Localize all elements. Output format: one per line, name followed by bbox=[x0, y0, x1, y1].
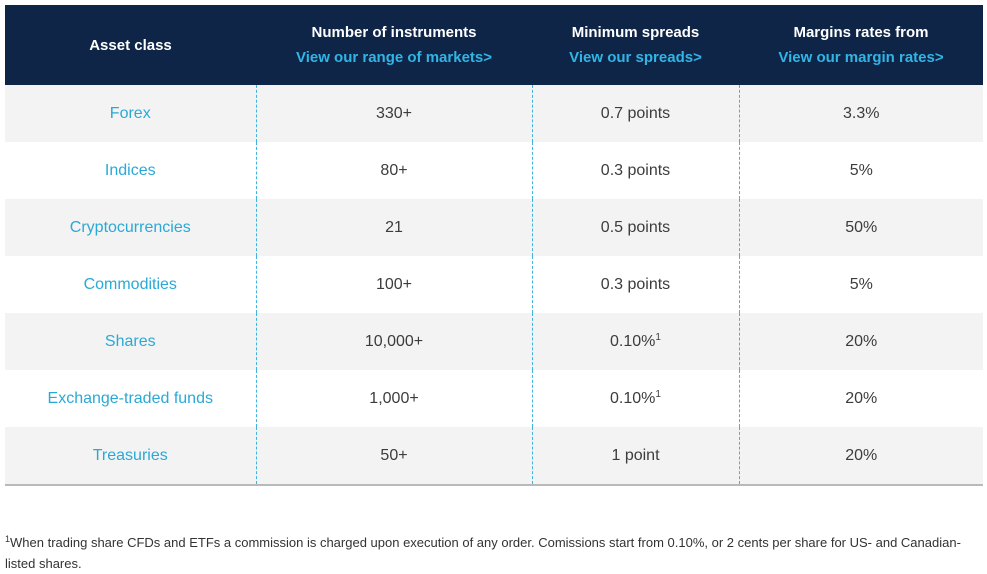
header-asset-class-title: Asset class bbox=[89, 36, 172, 54]
view-margin-rates-link[interactable]: View our margin rates> bbox=[778, 49, 944, 66]
spread-cell: 0.10%1 bbox=[531, 370, 739, 427]
table-row: Exchange-traded funds 1,000+ 0.10%1 20% bbox=[5, 370, 983, 427]
header-margins: Margins rates from View our margin rates… bbox=[739, 5, 983, 85]
margin-cell: 5% bbox=[738, 256, 983, 313]
spread-cell: 1 point bbox=[531, 427, 739, 486]
asset-link-treasuries[interactable]: Treasuries bbox=[5, 427, 256, 486]
view-markets-link[interactable]: View our range of markets> bbox=[295, 49, 493, 66]
table-row: Commodities 100+ 0.3 points 5% bbox=[5, 256, 983, 313]
table-row: Treasuries 50+ 1 point 20% bbox=[5, 427, 983, 486]
margin-cell: 50% bbox=[738, 199, 983, 256]
commission-footnote: 1When trading share CFDs and ETFs a comm… bbox=[5, 532, 965, 574]
spread-value: 0.10% bbox=[610, 389, 656, 407]
instruments-cell: 10,000+ bbox=[255, 313, 532, 370]
header-asset-class: Asset class bbox=[5, 5, 256, 85]
asset-link-cryptocurrencies[interactable]: Cryptocurrencies bbox=[5, 199, 256, 256]
spread-cell: 0.7 points bbox=[531, 85, 739, 142]
table-row: Shares 10,000+ 0.10%1 20% bbox=[5, 313, 983, 370]
header-margins-title: Margins rates from bbox=[793, 24, 929, 41]
view-spreads-link[interactable]: View our spreads> bbox=[569, 49, 702, 66]
margin-cell: 5% bbox=[738, 142, 983, 199]
margin-cell: 20% bbox=[738, 427, 983, 486]
markets-table-container: Asset class Number of instruments View o… bbox=[5, 5, 983, 486]
asset-link-etfs[interactable]: Exchange-traded funds bbox=[5, 370, 256, 427]
spread-value: 0.7 points bbox=[600, 104, 671, 122]
instruments-cell: 100+ bbox=[255, 256, 532, 313]
header-row: Asset class Number of instruments View o… bbox=[5, 5, 983, 85]
margin-cell: 20% bbox=[738, 313, 983, 370]
spread-cell: 0.3 points bbox=[531, 142, 739, 199]
instruments-cell: 50+ bbox=[255, 427, 532, 486]
spread-value: 0.5 points bbox=[600, 218, 671, 236]
table-body: Forex 330+ 0.7 points 3.3% Indices 80+ 0… bbox=[5, 85, 983, 486]
spread-value: 0.3 points bbox=[600, 161, 671, 179]
asset-link-forex[interactable]: Forex bbox=[5, 85, 256, 142]
spread-value: 1 point bbox=[611, 446, 660, 464]
margin-cell: 3.3% bbox=[738, 85, 983, 142]
spread-footnote-marker: 1 bbox=[655, 331, 661, 343]
asset-link-indices[interactable]: Indices bbox=[5, 142, 256, 199]
table-row: Forex 330+ 0.7 points 3.3% bbox=[5, 85, 983, 142]
instruments-cell: 1,000+ bbox=[255, 370, 532, 427]
spread-cell: 0.3 points bbox=[531, 256, 739, 313]
table-header: Asset class Number of instruments View o… bbox=[5, 5, 983, 85]
spread-value: 0.10% bbox=[610, 332, 656, 350]
instruments-cell: 80+ bbox=[255, 142, 532, 199]
header-instruments-title: Number of instruments bbox=[311, 24, 477, 41]
spread-footnote-marker: 1 bbox=[655, 388, 661, 400]
table-row: Indices 80+ 0.3 points 5% bbox=[5, 142, 983, 199]
table-row: Cryptocurrencies 21 0.5 points 50% bbox=[5, 199, 983, 256]
spread-cell: 0.10%1 bbox=[531, 313, 739, 370]
spread-cell: 0.5 points bbox=[531, 199, 739, 256]
asset-link-shares[interactable]: Shares bbox=[5, 313, 256, 370]
instruments-cell: 21 bbox=[255, 199, 532, 256]
header-spreads: Minimum spreads View our spreads> bbox=[532, 5, 739, 85]
asset-link-commodities[interactable]: Commodities bbox=[5, 256, 256, 313]
footnote-marker: 1 bbox=[5, 534, 11, 544]
header-instruments: Number of instruments View our range of … bbox=[256, 5, 532, 85]
markets-table: Asset class Number of instruments View o… bbox=[5, 5, 983, 486]
header-spreads-title: Minimum spreads bbox=[571, 24, 700, 41]
spread-value: 0.3 points bbox=[600, 275, 671, 293]
margin-cell: 20% bbox=[738, 370, 983, 427]
instruments-cell: 330+ bbox=[255, 85, 532, 142]
